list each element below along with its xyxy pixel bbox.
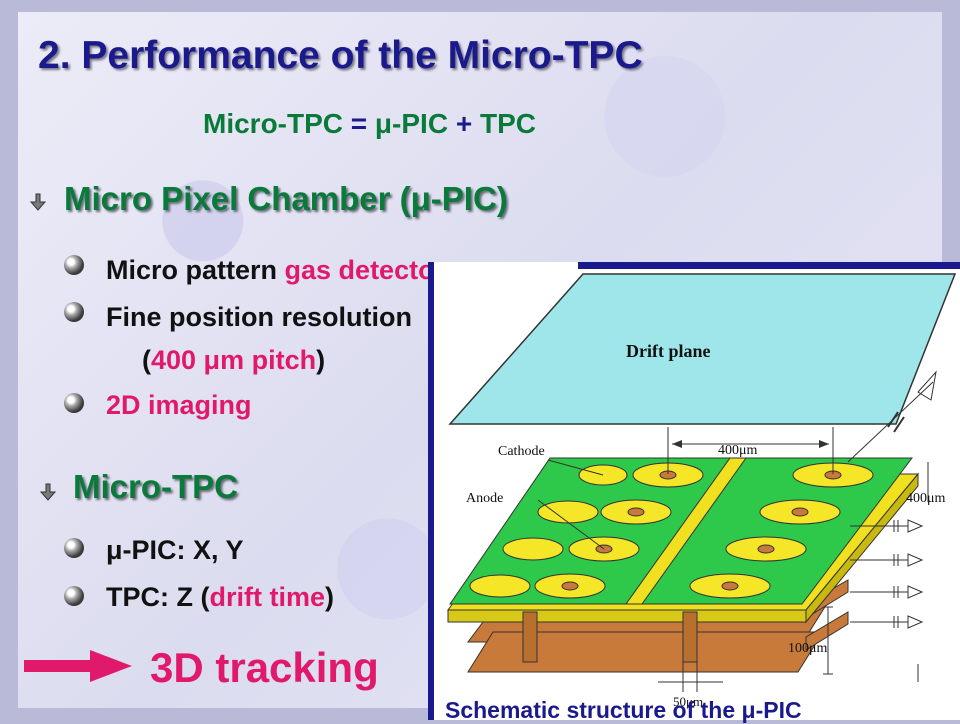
equation-term-b: TPC — [479, 108, 536, 139]
equation: Micro-TPC = μ-PIC + TPC — [203, 108, 536, 140]
bullet-icon — [64, 255, 84, 275]
bullet-pitch: (400 μm pitch) — [142, 345, 325, 376]
bullet-highlight: drift time — [209, 582, 325, 612]
bullet-text: TPC: Z ( — [106, 582, 210, 612]
drift-plane-icon — [448, 273, 957, 425]
equation-term-a: μ-PIC — [374, 108, 449, 139]
paren-close: ) — [316, 345, 326, 375]
equation-lhs: Micro-TPC — [203, 108, 343, 139]
bullet-highlight: gas detector — [284, 255, 446, 285]
bullet-gas-detector: Micro pattern gas detector — [106, 255, 445, 286]
slide-title: 2. Performance of the Micro-TPC — [38, 34, 643, 77]
result-arrow-icon — [24, 650, 132, 682]
result-3d-tracking: 3D tracking — [150, 644, 379, 691]
slide: 2. Performance of the Micro-TPC Micro-TP… — [18, 12, 960, 723]
bullet-mupic-xy: μ-PIC: X, Y — [106, 535, 244, 565]
diagram-caption: Schematic structure of the μ-PIC — [445, 697, 802, 723]
bullet-icon — [64, 586, 84, 606]
drift-plane-label: Drift plane — [626, 341, 711, 361]
anode-label: Anode — [466, 491, 503, 506]
equation-equals: = — [350, 108, 368, 139]
bullet-2d-imaging: 2D imaging — [106, 390, 252, 420]
paren-close: ) — [325, 582, 334, 612]
bullet-icon — [64, 302, 84, 322]
dim-bottom-label: 50μm — [673, 694, 703, 709]
arrow-bullet-icon — [39, 483, 57, 501]
dim-depth-label: 100μm — [788, 641, 828, 656]
arrow-bullet-icon — [29, 193, 47, 211]
mupic-schematic: Drift plane Cathode Anode 400μm 400μm 10… — [428, 262, 960, 723]
bullet-icon — [64, 538, 84, 558]
bullet-highlight: 400 μm pitch — [151, 345, 317, 375]
cathode-label: Cathode — [498, 444, 545, 459]
equation-plus: + — [455, 108, 473, 139]
bullet-tpc-z: TPC: Z (drift time) — [106, 582, 334, 613]
paren-open: ( — [142, 345, 151, 375]
section-heading-mupic: Micro Pixel Chamber (μ-PIC) — [64, 180, 508, 217]
bullet-text: Micro pattern — [106, 255, 285, 285]
bullet-fine-resolution: Fine position resolution — [106, 302, 412, 332]
mupic-diagram-svg: Drift plane Cathode Anode 400μm 400μm 10… — [428, 262, 960, 720]
dim-side-label: 400μm — [906, 491, 946, 506]
section-heading-microtpc: Micro-TPC — [73, 468, 238, 505]
dim-top-label: 400μm — [718, 443, 758, 458]
bullet-icon — [64, 393, 84, 413]
